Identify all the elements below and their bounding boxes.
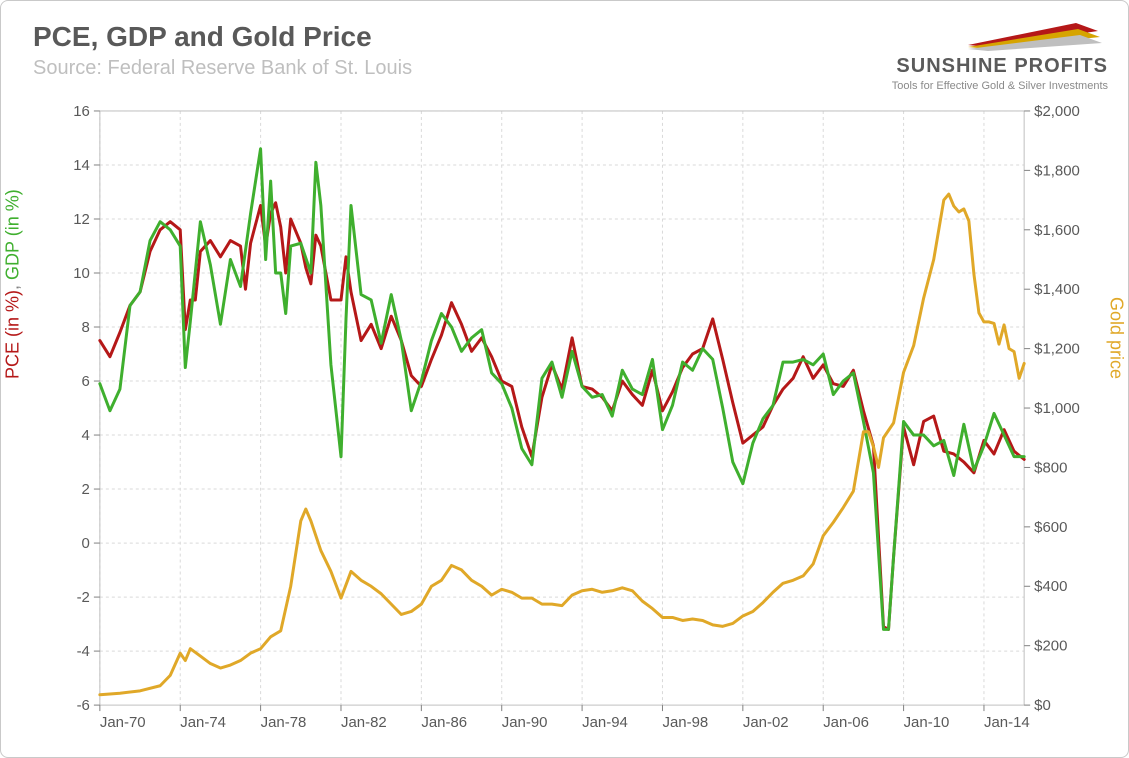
svg-text:Jan-06: Jan-06 <box>823 714 869 731</box>
svg-text:Jan-78: Jan-78 <box>261 714 307 731</box>
svg-text:$2,000: $2,000 <box>1034 103 1080 120</box>
chart-title: PCE, GDP and Gold Price <box>33 21 372 53</box>
chart-subtitle: Source: Federal Reserve Bank of St. Loui… <box>33 57 412 80</box>
svg-text:Jan-14: Jan-14 <box>984 714 1030 731</box>
chart-frame: PCE, GDP and Gold Price Source: Federal … <box>0 0 1129 758</box>
svg-text:0: 0 <box>82 535 90 552</box>
svg-text:8: 8 <box>82 319 90 336</box>
svg-text:$400: $400 <box>1034 578 1067 595</box>
svg-text:-6: -6 <box>77 697 90 714</box>
svg-text:Jan-90: Jan-90 <box>502 714 548 731</box>
svg-text:2: 2 <box>82 481 90 498</box>
svg-text:-2: -2 <box>77 589 90 606</box>
chart-svg: -6 -4 -2 0 2 4 6 8 10 12 14 16 $0 $200 $400 $600 $800 $1,… <box>25 101 1104 737</box>
logo-brand-b: PROFITS <box>1008 55 1108 77</box>
y-left-axis-label: PCE (in %), GDP (in %) <box>3 189 24 379</box>
chart-area: -6 -4 -2 0 2 4 6 8 10 12 14 16 $0 $200 $400 $600 $800 $1,… <box>25 101 1104 737</box>
svg-text:Jan-74: Jan-74 <box>180 714 226 731</box>
svg-text:10: 10 <box>73 265 90 282</box>
svg-text:-4: -4 <box>77 643 90 660</box>
logo-brand-a: SUNSHINE <box>896 55 1007 77</box>
svg-text:Jan-02: Jan-02 <box>743 714 789 731</box>
series-gold <box>100 194 1024 695</box>
svg-text:14: 14 <box>73 157 90 174</box>
logo-stripes-icon <box>958 17 1108 53</box>
svg-text:$200: $200 <box>1034 638 1067 655</box>
svg-text:6: 6 <box>82 373 90 390</box>
svg-text:12: 12 <box>73 211 90 228</box>
svg-text:$1,200: $1,200 <box>1034 341 1080 358</box>
svg-text:Jan-10: Jan-10 <box>904 714 950 731</box>
logo-tagline: Tools for Effective Gold & Silver Invest… <box>892 80 1108 92</box>
svg-text:Jan-94: Jan-94 <box>582 714 628 731</box>
logo-brand-text: SUNSHINE PROFITS <box>892 55 1108 78</box>
svg-text:$1,400: $1,400 <box>1034 281 1080 298</box>
brand-logo: SUNSHINE PROFITS Tools for Effective Gol… <box>892 17 1108 92</box>
svg-text:Jan-86: Jan-86 <box>421 714 467 731</box>
svg-text:$1,800: $1,800 <box>1034 162 1080 179</box>
svg-text:16: 16 <box>73 103 90 120</box>
svg-text:Jan-70: Jan-70 <box>100 714 146 731</box>
series-pce <box>100 203 1024 630</box>
svg-text:4: 4 <box>82 427 90 444</box>
svg-text:$600: $600 <box>1034 519 1067 536</box>
svg-text:$800: $800 <box>1034 459 1067 476</box>
svg-text:$0: $0 <box>1034 697 1051 714</box>
svg-text:$1,000: $1,000 <box>1034 400 1080 417</box>
svg-text:$1,600: $1,600 <box>1034 222 1080 239</box>
svg-text:Jan-98: Jan-98 <box>662 714 708 731</box>
y-right-axis-label: Gold price <box>1106 297 1127 379</box>
svg-text:Jan-82: Jan-82 <box>341 714 387 731</box>
